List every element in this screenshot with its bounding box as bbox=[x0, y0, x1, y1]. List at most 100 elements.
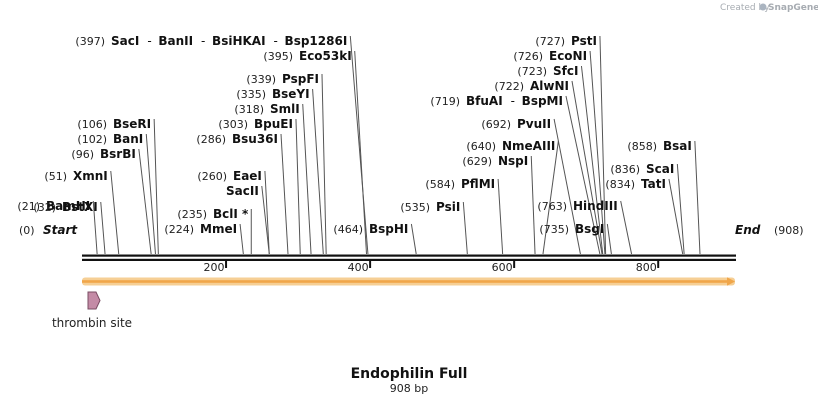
enzyme-name[interactable]: Bsp1286I bbox=[285, 34, 348, 48]
cut-site[interactable]: (640) NmeAIII bbox=[466, 139, 555, 153]
start-label: Start bbox=[43, 223, 78, 237]
enzyme-name[interactable]: BpuEI bbox=[254, 117, 293, 131]
enzyme-name[interactable]: PspFI bbox=[282, 72, 319, 86]
cut-site-line bbox=[606, 223, 612, 255]
cut-site[interactable]: (727) PstI bbox=[535, 34, 597, 48]
cut-site[interactable]: SacII bbox=[226, 184, 259, 198]
thrombin-site-arrow[interactable] bbox=[87, 291, 101, 310]
enzyme-name[interactable]: EaeI bbox=[233, 169, 262, 183]
cut-site[interactable]: (260) EaeI bbox=[197, 169, 262, 183]
enzyme-name[interactable]: AlwNI bbox=[530, 79, 569, 93]
enzyme-name[interactable]: BsrBI bbox=[100, 147, 136, 161]
enzyme-name[interactable]: SacII bbox=[226, 184, 259, 198]
cut-site[interactable]: (722) AlwNI bbox=[494, 79, 569, 93]
cut-site-line bbox=[280, 133, 289, 255]
orf-arrow[interactable] bbox=[82, 277, 735, 286]
cut-site-line bbox=[92, 200, 98, 255]
end-label: End bbox=[735, 223, 761, 237]
enzyme-name[interactable]: HindIII bbox=[573, 199, 618, 213]
cut-site[interactable]: (96) BsrBI bbox=[71, 147, 135, 161]
cut-site[interactable]: (224) MmeI bbox=[164, 222, 237, 236]
cut-site-position: (32) bbox=[33, 201, 56, 214]
cut-site-line bbox=[571, 80, 603, 255]
enzyme-name[interactable]: BamHI bbox=[46, 199, 90, 213]
name-separator: - bbox=[147, 34, 151, 48]
orf-bar[interactable] bbox=[82, 280, 728, 283]
enzyme-name[interactable]: BspMI bbox=[522, 94, 563, 108]
cut-site[interactable]: (763) HindIII bbox=[537, 199, 617, 213]
enzyme-name[interactable]: SfcI bbox=[553, 64, 578, 78]
enzyme-name[interactable]: BseYI bbox=[272, 87, 310, 101]
cut-site-position: (51) bbox=[44, 170, 67, 183]
cut-site[interactable]: (32) BstXI bbox=[33, 200, 97, 214]
cut-site-position: (303) bbox=[218, 118, 248, 131]
cut-site[interactable]: (106) BseRI bbox=[77, 117, 151, 131]
cut-site-position: (726) bbox=[513, 50, 543, 63]
enzyme-name[interactable]: PvuII bbox=[517, 117, 551, 131]
cut-site[interactable]: (836) ScaI bbox=[610, 162, 674, 176]
cut-site[interactable]: (834) TatI bbox=[605, 177, 666, 191]
cut-site[interactable]: (719) BfuAI - BspMI bbox=[430, 94, 563, 108]
cut-site[interactable]: (335) BseYI bbox=[236, 87, 309, 101]
ruler-tick-label: 600 bbox=[492, 261, 513, 274]
enzyme-name[interactable]: NspI bbox=[498, 154, 528, 168]
cut-site[interactable]: (723) SfcI bbox=[517, 64, 578, 78]
enzyme-name[interactable]: BfuAI bbox=[466, 94, 503, 108]
cut-site[interactable]: (395) Eco53kI bbox=[263, 49, 351, 63]
cut-site[interactable]: (51) XmnI bbox=[44, 169, 107, 183]
cut-site-line bbox=[321, 73, 327, 255]
cut-site[interactable]: (464) BspHI bbox=[333, 222, 408, 236]
enzyme-name[interactable]: SacI bbox=[111, 34, 139, 48]
ruler-ticks: 200 400 600 800 bbox=[204, 261, 660, 274]
cut-site-line bbox=[153, 118, 159, 255]
cut-site-position: (858) bbox=[627, 140, 657, 153]
enzyme-name[interactable]: NmeAIII bbox=[502, 139, 555, 153]
enzyme-name[interactable]: Bsu36I bbox=[232, 132, 278, 146]
cut-site[interactable]: (735) BsgI bbox=[539, 222, 604, 236]
cut-site-line bbox=[553, 118, 581, 255]
start-position: (0) bbox=[19, 224, 35, 237]
enzyme-name[interactable]: TatI bbox=[641, 177, 666, 191]
backbone-top-strand bbox=[82, 254, 736, 257]
cut-site[interactable]: (102) BanI bbox=[77, 132, 143, 146]
cut-site-line bbox=[676, 163, 685, 255]
cut-site-position: (96) bbox=[71, 148, 94, 161]
cut-site-line bbox=[694, 140, 701, 255]
enzyme-name[interactable]: SmlI bbox=[270, 102, 300, 116]
cut-site[interactable]: (303) BpuEI bbox=[218, 117, 293, 131]
cut-site[interactable]: (235) BclI * bbox=[177, 207, 249, 221]
enzyme-name[interactable]: XmnI bbox=[73, 169, 108, 183]
cut-site[interactable]: (692) PvuII bbox=[481, 117, 551, 131]
cut-site-lines bbox=[92, 35, 701, 255]
enzyme-name[interactable]: MmeI bbox=[200, 222, 237, 236]
cut-site[interactable]: (339) PspFI bbox=[246, 72, 319, 86]
enzyme-name[interactable]: BseRI bbox=[113, 117, 151, 131]
enzyme-name[interactable]: BanI bbox=[113, 132, 143, 146]
cut-site[interactable]: (286) Bsu36I bbox=[196, 132, 278, 146]
enzyme-name[interactable]: BsiHKAI bbox=[212, 34, 266, 48]
cut-site-line bbox=[312, 88, 324, 255]
enzyme-name[interactable]: BclI * bbox=[213, 207, 249, 221]
cut-site[interactable]: (726) EcoNI bbox=[513, 49, 587, 63]
enzyme-name[interactable]: PstI bbox=[571, 34, 597, 48]
cut-site[interactable]: (21) BamHI bbox=[17, 199, 90, 213]
enzyme-name[interactable]: Eco53kI bbox=[299, 49, 352, 63]
cut-site-line bbox=[530, 155, 536, 255]
enzyme-name[interactable]: BanII bbox=[158, 34, 193, 48]
enzyme-name[interactable]: PflMI bbox=[461, 177, 495, 191]
enzyme-name[interactable]: ScaI bbox=[646, 162, 674, 176]
enzyme-name[interactable]: BsaI bbox=[663, 139, 692, 153]
cut-site[interactable]: (629) NspI bbox=[462, 154, 528, 168]
enzyme-name[interactable]: EcoNI bbox=[549, 49, 587, 63]
cut-site[interactable]: (397) SacI - BanII - BsiHKAI - Bsp1286I bbox=[75, 34, 347, 48]
ruler-tick-label: 400 bbox=[348, 261, 369, 274]
thrombin-site-feature[interactable]: thrombin site bbox=[52, 291, 132, 330]
cut-site[interactable]: (858) BsaI bbox=[627, 139, 691, 153]
enzyme-name[interactable]: BsgI bbox=[575, 222, 604, 236]
cut-site[interactable]: (535) PsiI bbox=[400, 200, 460, 214]
enzyme-name[interactable]: PsiI bbox=[436, 200, 460, 214]
cut-site[interactable]: (318) SmlI bbox=[234, 102, 299, 116]
cut-site[interactable]: (584) PflMI bbox=[425, 177, 495, 191]
enzyme-name[interactable]: BspHI bbox=[369, 222, 408, 236]
enzyme-name[interactable]: BstXI bbox=[62, 200, 98, 214]
